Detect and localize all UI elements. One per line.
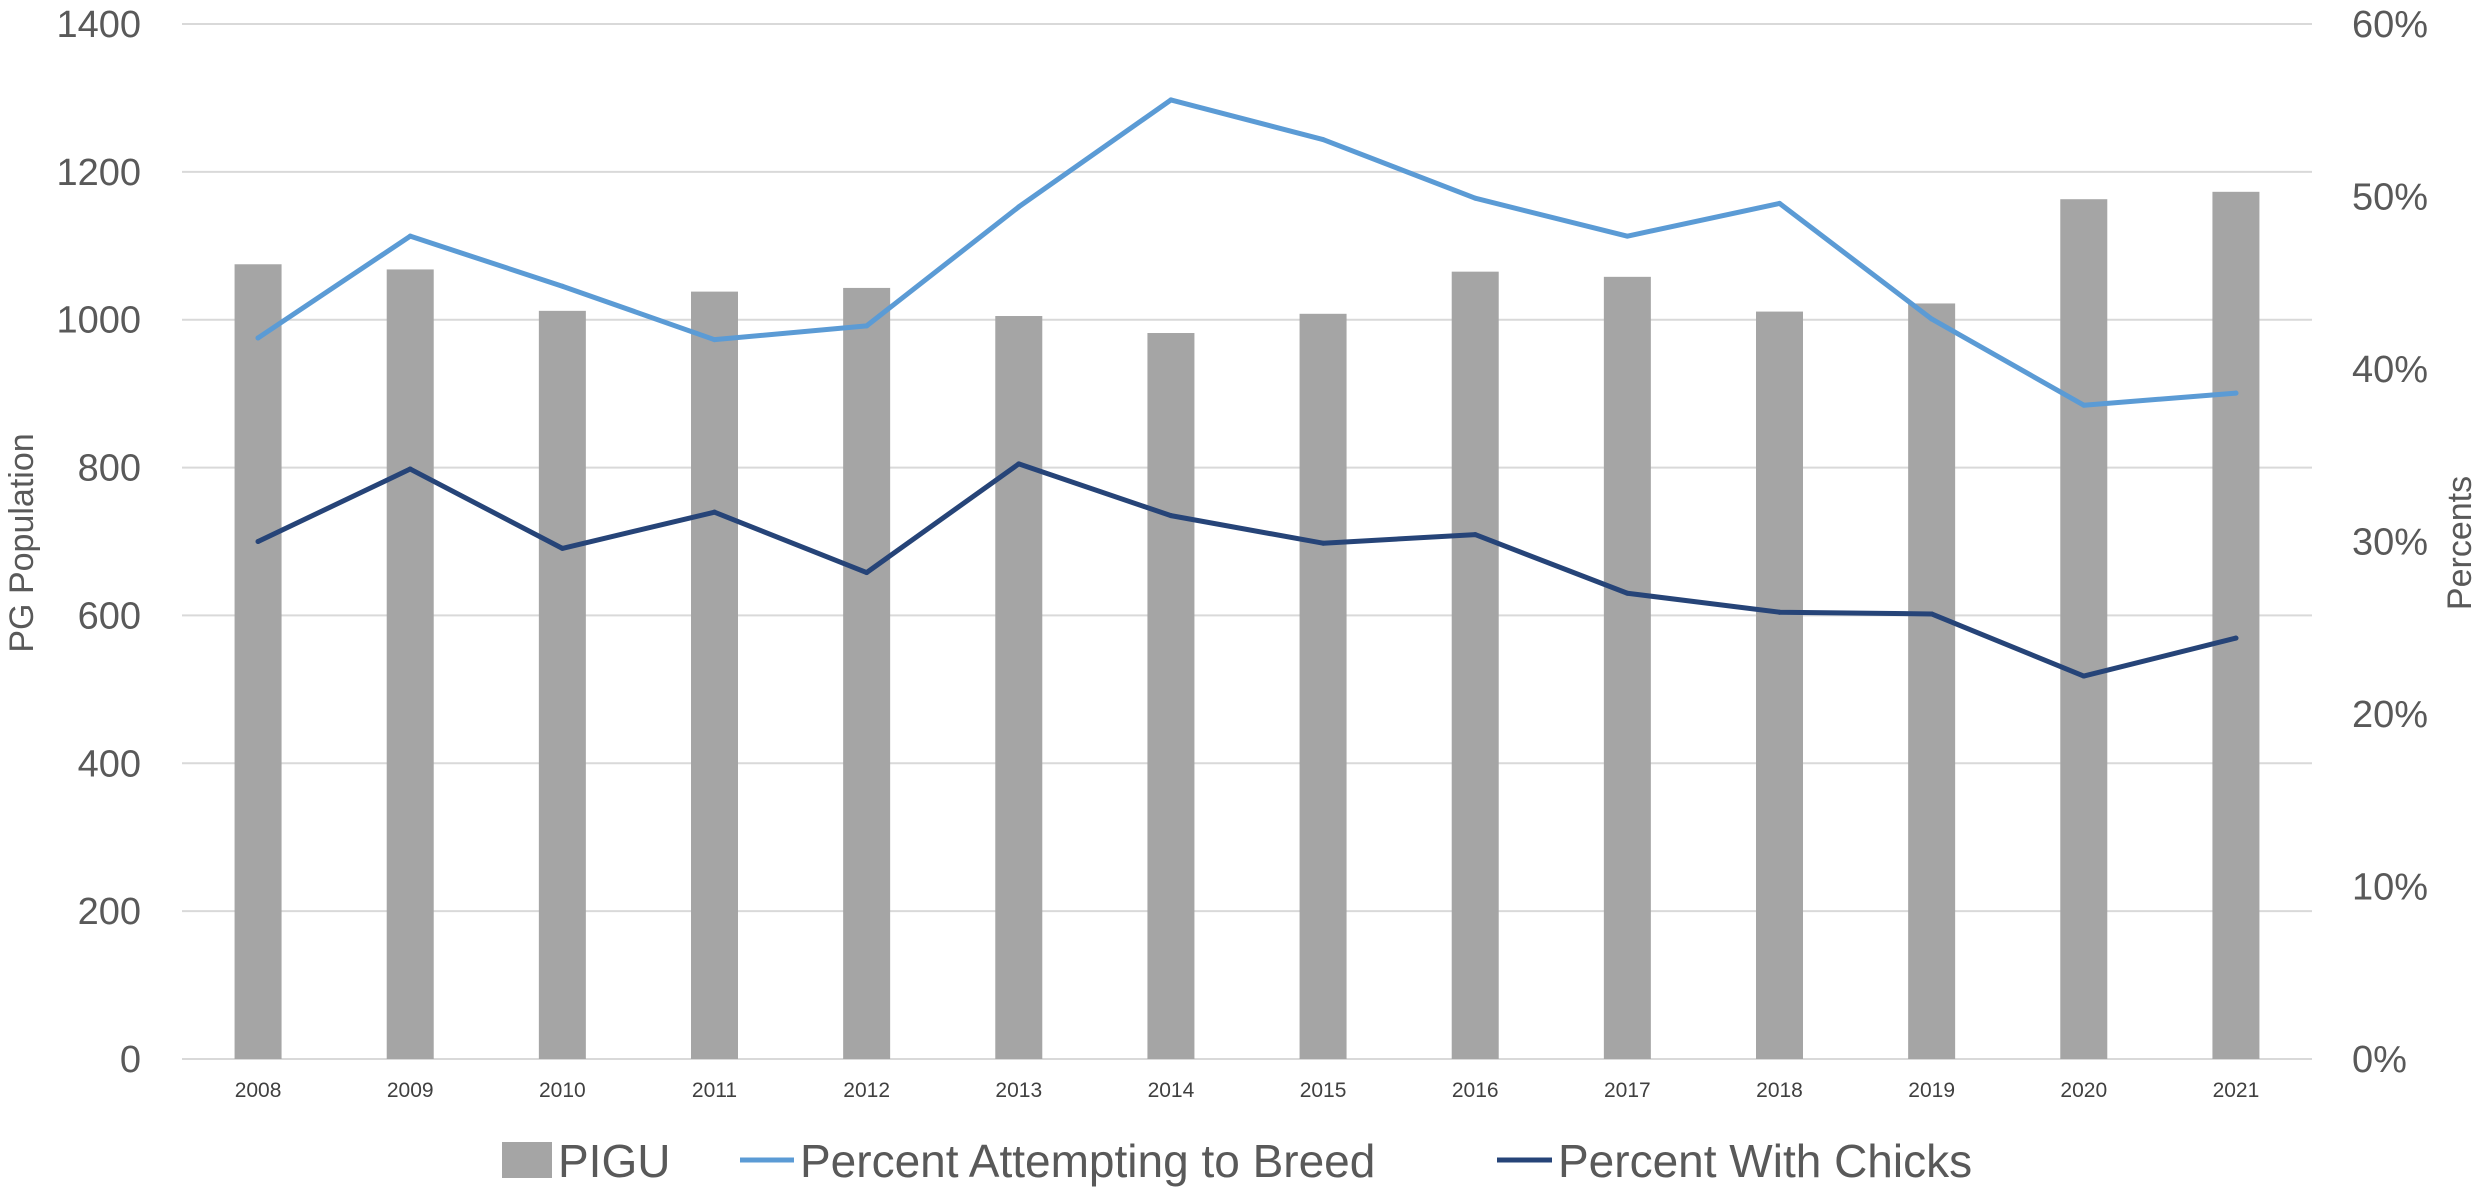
x-tick-label: 2012 xyxy=(843,1079,890,1102)
point-attempting xyxy=(1777,200,1782,206)
bar-pigu xyxy=(995,316,1043,1060)
x-tick-label: 2008 xyxy=(235,1079,282,1102)
point-chicks xyxy=(2233,635,2239,641)
bar-pigu xyxy=(1756,311,1803,1059)
legend-label-pigu: PIGU xyxy=(558,1135,670,1187)
bar-pigu xyxy=(1603,276,1651,1060)
x-axis-ticks: 2008 2009 2010 2011 2012 2013 2014 2015 2016 2017… xyxy=(235,1079,2260,1102)
x-tick-label: 2016 xyxy=(1452,1079,1499,1102)
point-attempting xyxy=(1472,195,1478,201)
bar-series-pigu xyxy=(234,191,2260,1060)
point-chicks xyxy=(1777,609,1782,615)
bar-pigu xyxy=(2060,199,2108,1060)
y2-tick-label: 10% xyxy=(2352,867,2428,909)
point-chicks xyxy=(2081,673,2087,679)
point-attempting xyxy=(1168,97,1174,103)
point-attempting xyxy=(559,283,565,289)
point-chicks xyxy=(1929,611,1935,617)
bar-pigu xyxy=(1451,271,1499,1059)
line-percent-attempting xyxy=(255,97,2239,408)
y-tick-label: 1400 xyxy=(56,4,141,46)
y-tick-label: 1200 xyxy=(56,152,141,194)
x-tick-label: 2010 xyxy=(539,1079,586,1102)
bar-pigu xyxy=(1908,303,1956,1059)
point-chicks xyxy=(1472,532,1478,538)
bar-pigu xyxy=(1147,333,1195,1059)
y2-tick-label: 50% xyxy=(2352,177,2428,219)
x-tick-label: 2020 xyxy=(2060,1079,2107,1102)
legend-label-chicks: Percent With Chicks xyxy=(1558,1135,1972,1187)
point-chicks xyxy=(407,466,413,472)
point-attempting xyxy=(2081,402,2087,408)
x-tick-label: 2017 xyxy=(1604,1079,1651,1102)
x-tick-label: 2018 xyxy=(1756,1079,1803,1102)
y2-tick-label: 30% xyxy=(2352,522,2428,564)
legend-label-attempting: Percent Attempting to Breed xyxy=(800,1135,1375,1187)
point-attempting xyxy=(1016,204,1022,210)
y-tick-label: 1000 xyxy=(56,300,141,342)
point-chicks xyxy=(1016,461,1022,467)
point-attempting xyxy=(1320,137,1326,143)
y-tick-label: 600 xyxy=(78,595,141,637)
legend: PIGU Percent Attempting to Breed Percent… xyxy=(502,1135,1972,1187)
left-axis-ticks: 0 200 400 600 800 1000 1200 1400 xyxy=(56,4,141,1081)
y-axis-title: PG Population xyxy=(3,433,41,652)
x-tick-label: 2014 xyxy=(1148,1079,1195,1102)
y2-tick-label: 20% xyxy=(2352,694,2428,736)
point-attempting xyxy=(2233,390,2239,396)
bar-pigu xyxy=(234,264,282,1060)
y2-tick-label: 60% xyxy=(2352,4,2428,46)
point-chicks xyxy=(559,545,565,551)
y-tick-label: 200 xyxy=(78,891,141,933)
gridlines xyxy=(182,23,2312,1060)
x-tick-label: 2011 xyxy=(692,1079,737,1102)
point-attempting xyxy=(864,323,870,329)
point-chicks xyxy=(864,570,870,576)
bar-pigu xyxy=(1299,313,1347,1059)
y2-tick-label: 0% xyxy=(2352,1039,2407,1081)
x-tick-label: 2013 xyxy=(995,1079,1042,1102)
right-axis-ticks: 0% 10% 20% 30% 40% 50% 60% xyxy=(2352,4,2428,1081)
point-attempting xyxy=(712,337,717,343)
line-percent-chicks xyxy=(255,461,2239,679)
point-attempting xyxy=(255,335,261,341)
x-tick-label: 2015 xyxy=(1300,1079,1347,1102)
bar-pigu xyxy=(2212,191,2260,1059)
point-chicks xyxy=(1168,513,1174,519)
line-series xyxy=(255,97,2239,679)
y-tick-label: 0 xyxy=(120,1039,141,1081)
x-tick-label: 2019 xyxy=(1908,1079,1955,1102)
point-chicks xyxy=(255,539,261,544)
point-attempting xyxy=(1624,233,1630,239)
y2-axis-title: Percents xyxy=(2441,476,2479,610)
x-tick-label: 2021 xyxy=(2213,1079,2260,1102)
point-attempting xyxy=(1929,316,1935,322)
bar-pigu xyxy=(538,310,586,1059)
bar-pigu xyxy=(691,291,738,1059)
legend-swatch-pigu xyxy=(502,1142,552,1178)
point-chicks xyxy=(712,509,717,515)
y-tick-label: 400 xyxy=(78,743,141,785)
bar-pigu xyxy=(843,287,891,1059)
point-chicks xyxy=(1624,590,1630,596)
x-tick-label: 2009 xyxy=(387,1079,434,1102)
point-attempting xyxy=(407,233,413,239)
bar-pigu xyxy=(386,269,434,1059)
y-tick-label: 800 xyxy=(78,448,141,490)
y2-tick-label: 40% xyxy=(2352,349,2428,391)
point-chicks xyxy=(1320,540,1326,546)
